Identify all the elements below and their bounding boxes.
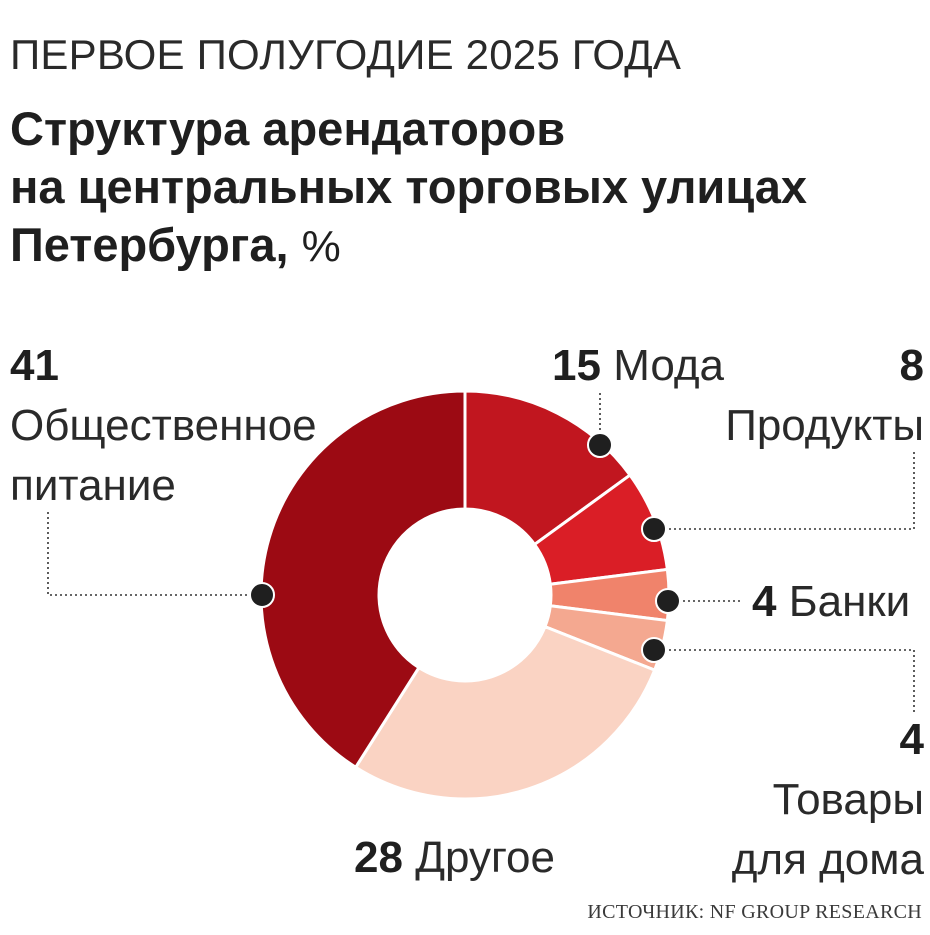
label-other-value: 28	[354, 833, 403, 882]
marker-dot-home	[641, 637, 667, 663]
title-line-3-text: Петербурга,	[10, 218, 289, 271]
label-grocery: 8 Продукты	[725, 336, 924, 456]
donut-slice-0	[463, 389, 633, 547]
label-banks-value: 4	[752, 577, 777, 626]
label-fashion-value: 15	[552, 341, 601, 390]
label-food: 41 Общественное питание	[10, 336, 317, 516]
marker-dots	[249, 432, 681, 663]
marker-dot-grocery	[641, 516, 667, 542]
label-food-value: 41	[10, 341, 59, 390]
label-fashion-text: Мода	[613, 341, 724, 390]
donut-slice-5	[259, 389, 467, 770]
label-food-line1: Общественное	[10, 401, 317, 450]
leader-line-grocery	[654, 452, 915, 530]
label-grocery-value: 8	[899, 341, 924, 390]
marker-dot-food	[249, 582, 275, 608]
title-unit: %	[301, 222, 341, 271]
label-other: 28 Другое	[354, 828, 555, 888]
label-home-value: 4	[899, 715, 924, 764]
leader-line-food	[47, 510, 262, 596]
marker-dot-fashion	[587, 432, 613, 458]
label-fashion: 15 Мода	[552, 336, 724, 396]
title-line-2: на центральных торговых улицах	[10, 160, 808, 213]
label-home-line1: Товары	[772, 775, 924, 824]
label-home-line2: для дома	[731, 835, 924, 884]
title-line-1: Структура арендаторов	[10, 102, 566, 155]
marker-dot-banks	[655, 588, 681, 614]
chart-kicker: ПЕРВОЕ ПОЛУГОДИЕ 2025 ГОДА	[10, 31, 682, 78]
label-banks: 4 Банки	[752, 572, 910, 632]
label-food-line2: питание	[10, 461, 176, 510]
leader-line-home	[654, 649, 915, 712]
leader-lines	[47, 393, 915, 712]
label-banks-text: Банки	[788, 577, 911, 626]
title-line-3: Петербурга, %	[10, 216, 925, 276]
donut-slices	[259, 389, 671, 801]
chart-title: Структура арендаторов на центральных тор…	[10, 100, 925, 276]
source-note: ИСТОЧНИК: NF GROUP RESEARCH	[587, 901, 922, 923]
label-grocery-text: Продукты	[725, 401, 924, 450]
label-other-text: Другое	[415, 833, 555, 882]
label-home: 4 Товары для дома	[732, 710, 924, 890]
donut-slice-4	[353, 624, 657, 801]
